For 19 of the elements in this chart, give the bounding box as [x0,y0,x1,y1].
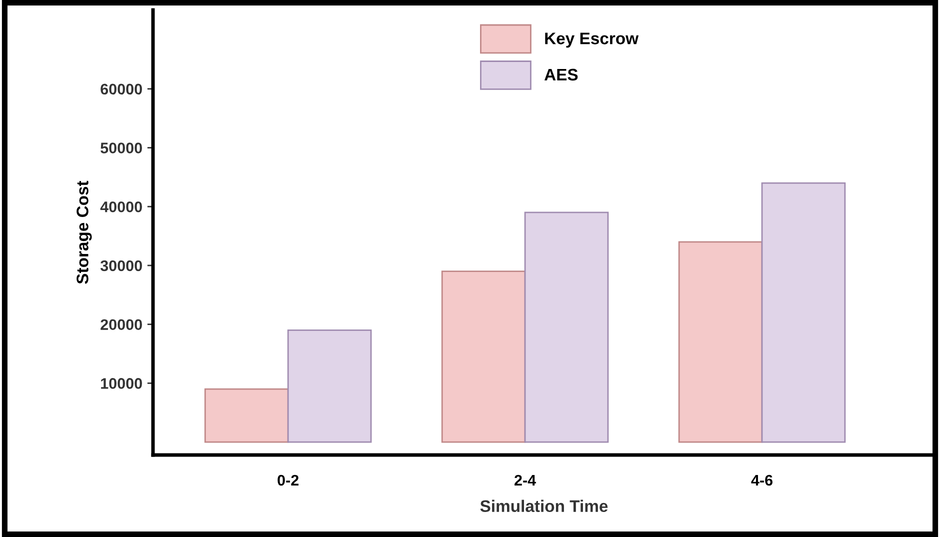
y-tick-label: 40000 [100,201,142,212]
y-tick-label: 20000 [100,319,142,330]
y-axis-title: Storage Cost [76,180,92,284]
x-tick-label: 2-4 [514,474,536,486]
bar [678,241,763,443]
x-tick-label: 0-2 [278,474,299,486]
y-tick-label: 10000 [101,378,142,389]
legend-label: AES [544,68,578,81]
y-tick-label: 50000 [100,142,142,154]
bar [287,330,372,443]
legend-label: Key Escrow [545,32,639,48]
bar [441,270,526,443]
y-tick-label: 30000 [100,260,142,272]
x-axis-title: Simulation Time [480,500,608,512]
bar [204,388,289,443]
y-tick-label: 60000 [100,84,142,95]
x-tick-label: 4-6 [751,474,772,486]
bar [761,182,846,443]
bar [524,212,609,443]
